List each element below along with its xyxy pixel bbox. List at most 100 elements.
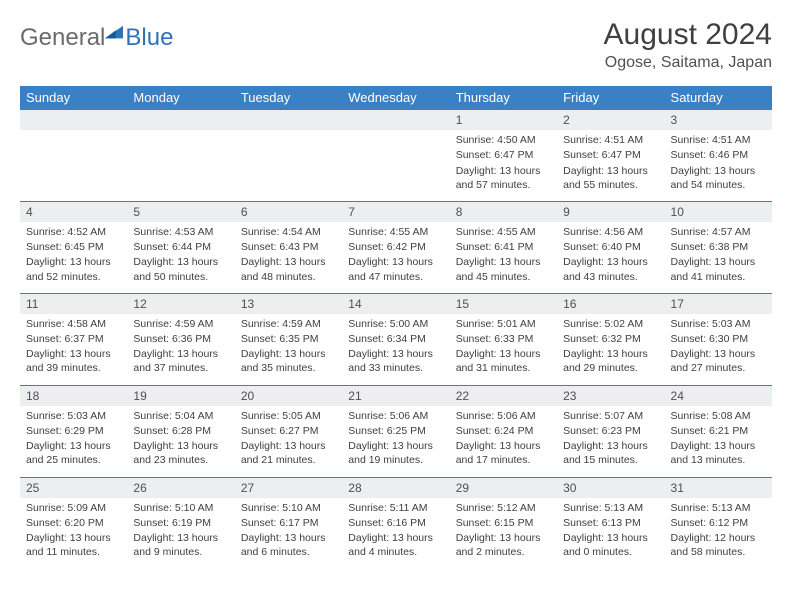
day-details: Sunrise: 5:13 AMSunset: 6:13 PMDaylight:… [557, 498, 664, 569]
daylight-text: Daylight: 13 hours and 2 minutes. [456, 531, 551, 559]
day-number: 11 [20, 294, 127, 314]
sunrise-text: Sunrise: 5:10 AM [241, 501, 336, 515]
sunset-text: Sunset: 6:43 PM [241, 240, 336, 254]
sunrise-text: Sunrise: 4:59 AM [241, 317, 336, 331]
day-number: 18 [20, 386, 127, 406]
sunset-text: Sunset: 6:17 PM [241, 516, 336, 530]
sunrise-text: Sunrise: 4:55 AM [456, 225, 551, 239]
sunrise-text: Sunrise: 5:04 AM [133, 409, 228, 423]
brand-word-1: General [20, 24, 105, 52]
sunset-text: Sunset: 6:45 PM [26, 240, 121, 254]
day-details [20, 130, 127, 141]
sunset-text: Sunset: 6:23 PM [563, 424, 658, 438]
day-details: Sunrise: 5:11 AMSunset: 6:16 PMDaylight:… [342, 498, 449, 569]
weekday-header: Tuesday [235, 86, 342, 110]
calendar-day-cell: 9Sunrise: 4:56 AMSunset: 6:40 PMDaylight… [557, 201, 664, 293]
day-number: 30 [557, 478, 664, 498]
weekday-header: Thursday [450, 86, 557, 110]
calendar-day-cell: 23Sunrise: 5:07 AMSunset: 6:23 PMDayligh… [557, 385, 664, 477]
calendar-day-cell: 7Sunrise: 4:55 AMSunset: 6:42 PMDaylight… [342, 201, 449, 293]
day-details: Sunrise: 4:55 AMSunset: 6:42 PMDaylight:… [342, 222, 449, 293]
day-number: 3 [665, 110, 772, 130]
calendar-day-cell: 18Sunrise: 5:03 AMSunset: 6:29 PMDayligh… [20, 385, 127, 477]
sunrise-text: Sunrise: 4:56 AM [563, 225, 658, 239]
day-number [20, 110, 127, 130]
sunrise-text: Sunrise: 5:00 AM [348, 317, 443, 331]
day-number: 24 [665, 386, 772, 406]
calendar-page: General Blue August 2024 Ogose, Saitama,… [0, 0, 792, 612]
calendar-day-cell: 15Sunrise: 5:01 AMSunset: 6:33 PMDayligh… [450, 293, 557, 385]
calendar-week-row: 4Sunrise: 4:52 AMSunset: 6:45 PMDaylight… [20, 201, 772, 293]
daylight-text: Daylight: 13 hours and 27 minutes. [671, 347, 766, 375]
sunrise-text: Sunrise: 5:13 AM [671, 501, 766, 515]
page-header: General Blue August 2024 Ogose, Saitama,… [20, 18, 772, 72]
day-number: 25 [20, 478, 127, 498]
sunset-text: Sunset: 6:36 PM [133, 332, 228, 346]
daylight-text: Daylight: 13 hours and 21 minutes. [241, 439, 336, 467]
day-number: 23 [557, 386, 664, 406]
day-details: Sunrise: 5:08 AMSunset: 6:21 PMDaylight:… [665, 406, 772, 477]
calendar-day-cell: 28Sunrise: 5:11 AMSunset: 6:16 PMDayligh… [342, 477, 449, 568]
calendar-day-cell: 14Sunrise: 5:00 AMSunset: 6:34 PMDayligh… [342, 293, 449, 385]
daylight-text: Daylight: 13 hours and 23 minutes. [133, 439, 228, 467]
brand-triangle-icon [105, 24, 123, 42]
daylight-text: Daylight: 13 hours and 9 minutes. [133, 531, 228, 559]
brand-logo: General Blue [20, 18, 173, 52]
calendar-day-cell: 8Sunrise: 4:55 AMSunset: 6:41 PMDaylight… [450, 201, 557, 293]
day-details: Sunrise: 4:54 AMSunset: 6:43 PMDaylight:… [235, 222, 342, 293]
day-number: 13 [235, 294, 342, 314]
sunset-text: Sunset: 6:37 PM [26, 332, 121, 346]
calendar-day-cell: 10Sunrise: 4:57 AMSunset: 6:38 PMDayligh… [665, 201, 772, 293]
day-details: Sunrise: 4:59 AMSunset: 6:36 PMDaylight:… [127, 314, 234, 385]
day-details: Sunrise: 5:05 AMSunset: 6:27 PMDaylight:… [235, 406, 342, 477]
calendar-day-cell: 1Sunrise: 4:50 AMSunset: 6:47 PMDaylight… [450, 110, 557, 202]
daylight-text: Daylight: 13 hours and 52 minutes. [26, 255, 121, 283]
daylight-text: Daylight: 13 hours and 45 minutes. [456, 255, 551, 283]
day-number: 9 [557, 202, 664, 222]
calendar-day-cell: 22Sunrise: 5:06 AMSunset: 6:24 PMDayligh… [450, 385, 557, 477]
day-details [235, 130, 342, 141]
sunrise-text: Sunrise: 4:59 AM [133, 317, 228, 331]
day-number: 27 [235, 478, 342, 498]
calendar-week-row: 11Sunrise: 4:58 AMSunset: 6:37 PMDayligh… [20, 293, 772, 385]
sunset-text: Sunset: 6:20 PM [26, 516, 121, 530]
sunrise-text: Sunrise: 5:13 AM [563, 501, 658, 515]
weekday-header-row: Sunday Monday Tuesday Wednesday Thursday… [20, 86, 772, 110]
sunset-text: Sunset: 6:40 PM [563, 240, 658, 254]
day-number: 8 [450, 202, 557, 222]
day-details: Sunrise: 4:51 AMSunset: 6:47 PMDaylight:… [557, 130, 664, 201]
day-number [342, 110, 449, 130]
calendar-day-cell: 25Sunrise: 5:09 AMSunset: 6:20 PMDayligh… [20, 477, 127, 568]
daylight-text: Daylight: 13 hours and 4 minutes. [348, 531, 443, 559]
day-details: Sunrise: 5:03 AMSunset: 6:29 PMDaylight:… [20, 406, 127, 477]
day-details: Sunrise: 5:09 AMSunset: 6:20 PMDaylight:… [20, 498, 127, 569]
calendar-day-cell: 11Sunrise: 4:58 AMSunset: 6:37 PMDayligh… [20, 293, 127, 385]
calendar-week-row: 1Sunrise: 4:50 AMSunset: 6:47 PMDaylight… [20, 110, 772, 202]
location-subtitle: Ogose, Saitama, Japan [604, 54, 772, 72]
day-details: Sunrise: 4:55 AMSunset: 6:41 PMDaylight:… [450, 222, 557, 293]
day-number: 29 [450, 478, 557, 498]
day-number: 6 [235, 202, 342, 222]
daylight-text: Daylight: 12 hours and 58 minutes. [671, 531, 766, 559]
daylight-text: Daylight: 13 hours and 31 minutes. [456, 347, 551, 375]
calendar-day-cell: 4Sunrise: 4:52 AMSunset: 6:45 PMDaylight… [20, 201, 127, 293]
weekday-header: Sunday [20, 86, 127, 110]
sunset-text: Sunset: 6:38 PM [671, 240, 766, 254]
sunrise-text: Sunrise: 5:10 AM [133, 501, 228, 515]
sunset-text: Sunset: 6:44 PM [133, 240, 228, 254]
day-details: Sunrise: 4:53 AMSunset: 6:44 PMDaylight:… [127, 222, 234, 293]
sunset-text: Sunset: 6:13 PM [563, 516, 658, 530]
sunrise-text: Sunrise: 5:06 AM [348, 409, 443, 423]
sunset-text: Sunset: 6:41 PM [456, 240, 551, 254]
sunset-text: Sunset: 6:42 PM [348, 240, 443, 254]
day-number: 14 [342, 294, 449, 314]
sunrise-text: Sunrise: 5:02 AM [563, 317, 658, 331]
sunrise-text: Sunrise: 5:11 AM [348, 501, 443, 515]
daylight-text: Daylight: 13 hours and 39 minutes. [26, 347, 121, 375]
day-details: Sunrise: 4:58 AMSunset: 6:37 PMDaylight:… [20, 314, 127, 385]
day-details: Sunrise: 5:13 AMSunset: 6:12 PMDaylight:… [665, 498, 772, 569]
weekday-header: Wednesday [342, 86, 449, 110]
calendar-day-cell [235, 110, 342, 202]
day-number: 10 [665, 202, 772, 222]
day-number: 22 [450, 386, 557, 406]
